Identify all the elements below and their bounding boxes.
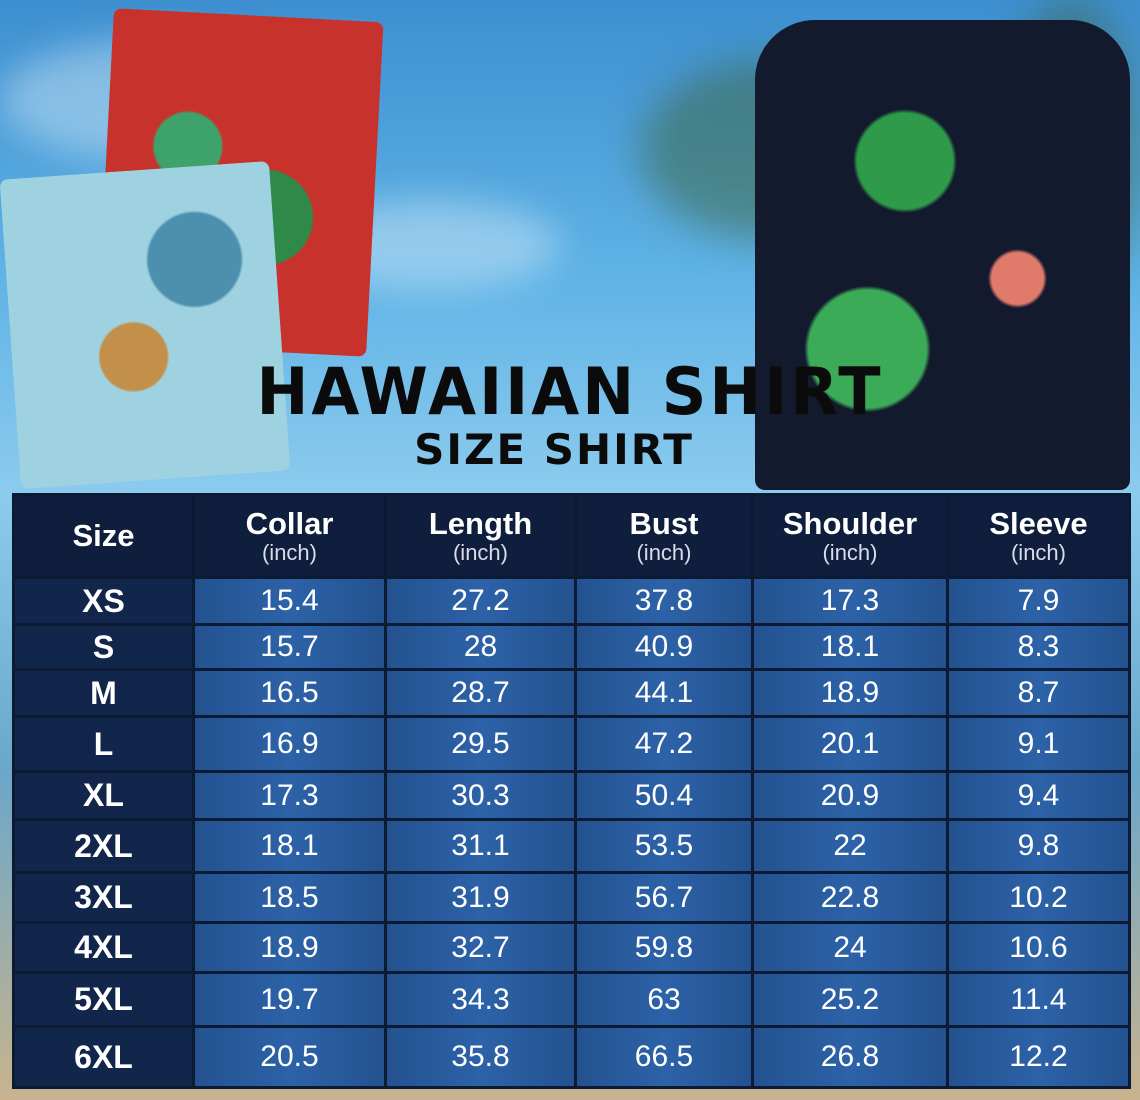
table-row: 3XL 18.5 31.9 56.7 22.8 10.2 bbox=[12, 871, 1131, 924]
column-header-bust: Bust (inch) bbox=[574, 493, 754, 579]
measurement-cell: 16.9 bbox=[192, 715, 387, 773]
measurement-cell: 37.8 bbox=[574, 576, 754, 626]
column-label: Collar bbox=[245, 506, 334, 542]
column-unit: (inch) bbox=[822, 539, 878, 565]
measurement-cell: 11.4 bbox=[946, 971, 1131, 1028]
measurement-cell: 34.3 bbox=[384, 971, 577, 1028]
table-row: M 16.5 28.7 44.1 18.9 8.7 bbox=[12, 668, 1131, 718]
measurement-cell: 56.7 bbox=[574, 871, 754, 924]
measurement-cell: 22 bbox=[751, 818, 949, 874]
measurement-cell: 20.9 bbox=[751, 770, 949, 821]
measurement-cell: 17.3 bbox=[751, 576, 949, 626]
measurement-cell: 50.4 bbox=[574, 770, 754, 821]
column-unit: (inch) bbox=[452, 539, 508, 565]
table-row: L 16.9 29.5 47.2 20.1 9.1 bbox=[12, 715, 1131, 773]
column-unit: (inch) bbox=[261, 539, 317, 565]
measurement-cell: 18.9 bbox=[751, 668, 949, 718]
measurement-cell: 20.5 bbox=[192, 1025, 387, 1089]
measurement-cell: 20.1 bbox=[751, 715, 949, 773]
page-title: HAWAIIAN SHIRT bbox=[256, 353, 884, 430]
measurement-cell: 9.1 bbox=[946, 715, 1131, 773]
measurement-cell: 18.1 bbox=[751, 623, 949, 671]
measurement-cell: 18.9 bbox=[192, 921, 387, 974]
measurement-cell: 24 bbox=[751, 921, 949, 974]
measurement-cell: 59.8 bbox=[574, 921, 754, 974]
measurement-cell: 15.4 bbox=[192, 576, 387, 626]
measurement-cell: 47.2 bbox=[574, 715, 754, 773]
column-header-sleeve: Sleeve (inch) bbox=[946, 493, 1131, 579]
size-cell: S bbox=[12, 623, 195, 671]
measurement-cell: 7.9 bbox=[946, 576, 1131, 626]
column-label: Length bbox=[428, 506, 533, 542]
column-label: Size bbox=[72, 517, 135, 553]
measurement-cell: 44.1 bbox=[574, 668, 754, 718]
measurement-cell: 10.6 bbox=[946, 921, 1131, 974]
column-header-shoulder: Shoulder (inch) bbox=[751, 493, 949, 579]
size-cell: L bbox=[12, 715, 195, 773]
measurement-cell: 22.8 bbox=[751, 871, 949, 924]
measurement-cell: 32.7 bbox=[384, 921, 577, 974]
measurement-cell: 35.8 bbox=[384, 1025, 577, 1089]
measurement-cell: 30.3 bbox=[384, 770, 577, 821]
measurement-cell: 25.2 bbox=[751, 971, 949, 1028]
measurement-cell: 40.9 bbox=[574, 623, 754, 671]
table-row: XS 15.4 27.2 37.8 17.3 7.9 bbox=[12, 576, 1131, 626]
column-header-size: Size bbox=[12, 493, 195, 579]
size-cell: XS bbox=[12, 576, 195, 626]
table-row: 5XL 19.7 34.3 63 25.2 11.4 bbox=[12, 971, 1131, 1028]
size-cell: 3XL bbox=[12, 871, 195, 924]
column-label: Bust bbox=[629, 506, 699, 542]
measurement-cell: 16.5 bbox=[192, 668, 387, 718]
measurement-cell: 18.5 bbox=[192, 871, 387, 924]
measurement-cell: 53.5 bbox=[574, 818, 754, 874]
size-cell: 2XL bbox=[12, 818, 195, 874]
measurement-cell: 66.5 bbox=[574, 1025, 754, 1089]
measurement-cell: 63 bbox=[574, 971, 754, 1028]
size-cell: 6XL bbox=[12, 1025, 195, 1089]
measurement-cell: 8.7 bbox=[946, 668, 1131, 718]
column-header-collar: Collar (inch) bbox=[192, 493, 387, 579]
measurement-cell: 28.7 bbox=[384, 668, 577, 718]
size-chart-table: Size Collar (inch) Length (inch) Bust (inch) Sh… bbox=[12, 493, 1131, 1089]
measurement-cell: 28 bbox=[384, 623, 577, 671]
size-cell: XL bbox=[12, 770, 195, 821]
column-unit: (inch) bbox=[1010, 539, 1066, 565]
measurement-cell: 31.1 bbox=[384, 818, 577, 874]
measurement-cell: 15.7 bbox=[192, 623, 387, 671]
measurement-cell: 18.1 bbox=[192, 818, 387, 874]
measurement-cell: 12.2 bbox=[946, 1025, 1131, 1089]
column-header-length: Length (inch) bbox=[384, 493, 577, 579]
measurement-cell: 31.9 bbox=[384, 871, 577, 924]
size-cell: 4XL bbox=[12, 921, 195, 974]
measurement-cell: 29.5 bbox=[384, 715, 577, 773]
model-flamingo-shirt-image bbox=[755, 20, 1130, 490]
column-label: Shoulder bbox=[782, 506, 918, 542]
measurement-cell: 9.8 bbox=[946, 818, 1131, 874]
page-subtitle: SIZE SHIRT bbox=[414, 425, 694, 474]
measurement-cell: 9.4 bbox=[946, 770, 1131, 821]
size-cell: 5XL bbox=[12, 971, 195, 1028]
column-label: Sleeve bbox=[989, 506, 1088, 542]
table-row: XL 17.3 30.3 50.4 20.9 9.4 bbox=[12, 770, 1131, 821]
measurement-cell: 19.7 bbox=[192, 971, 387, 1028]
measurement-cell: 26.8 bbox=[751, 1025, 949, 1089]
column-unit: (inch) bbox=[636, 539, 692, 565]
table-row: 6XL 20.5 35.8 66.5 26.8 12.2 bbox=[12, 1025, 1131, 1089]
table-row: 4XL 18.9 32.7 59.8 24 10.6 bbox=[12, 921, 1131, 974]
measurement-cell: 17.3 bbox=[192, 770, 387, 821]
table-row: 2XL 18.1 31.1 53.5 22 9.8 bbox=[12, 818, 1131, 874]
measurement-cell: 8.3 bbox=[946, 623, 1131, 671]
table-row: S 15.7 28 40.9 18.1 8.3 bbox=[12, 623, 1131, 671]
measurement-cell: 10.2 bbox=[946, 871, 1131, 924]
size-cell: M bbox=[12, 668, 195, 718]
measurement-cell: 27.2 bbox=[384, 576, 577, 626]
table-header-row: Size Collar (inch) Length (inch) Bust (inch) Sh… bbox=[12, 493, 1131, 579]
